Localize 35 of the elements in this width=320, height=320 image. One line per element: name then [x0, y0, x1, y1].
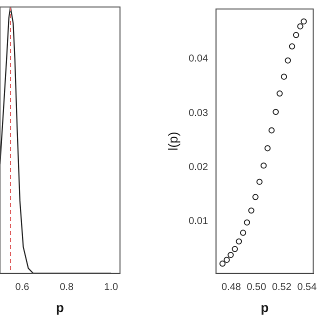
x-tick-label: 0.8 [60, 282, 74, 294]
point [276, 90, 283, 97]
y-axis-title: l(p) [165, 132, 180, 151]
point [300, 18, 307, 25]
x-tick-label: 0.54 [297, 282, 318, 294]
point [272, 108, 279, 116]
x-tick-label: 0.50 [246, 282, 267, 294]
y-tick-label: 0.03 [188, 108, 208, 119]
point [297, 23, 304, 30]
point [236, 238, 242, 245]
point [256, 178, 263, 185]
point [240, 230, 246, 236]
y-tick-label: 0.04 [188, 54, 208, 65]
point [288, 43, 296, 50]
point [280, 74, 288, 80]
point [244, 219, 250, 226]
x-axis-title: p [56, 300, 64, 315]
point [224, 256, 230, 263]
x-tick-label: 0.48 [221, 282, 242, 294]
point [292, 32, 300, 38]
x-tick-label: 1.0 [104, 282, 118, 294]
point [248, 207, 254, 214]
point [232, 246, 238, 252]
point [252, 194, 259, 200]
point [264, 145, 271, 152]
point [260, 162, 267, 169]
point [284, 57, 291, 64]
x-tick-label: 0.6 [15, 282, 30, 294]
y-tick-label: 0.02 [188, 162, 208, 173]
point [228, 252, 234, 258]
point [268, 127, 275, 134]
point [219, 260, 226, 267]
y-tick-label: 0.01 [188, 216, 208, 228]
x-axis-title: p [260, 300, 269, 315]
x-tick-label: 0.52 [272, 282, 292, 294]
